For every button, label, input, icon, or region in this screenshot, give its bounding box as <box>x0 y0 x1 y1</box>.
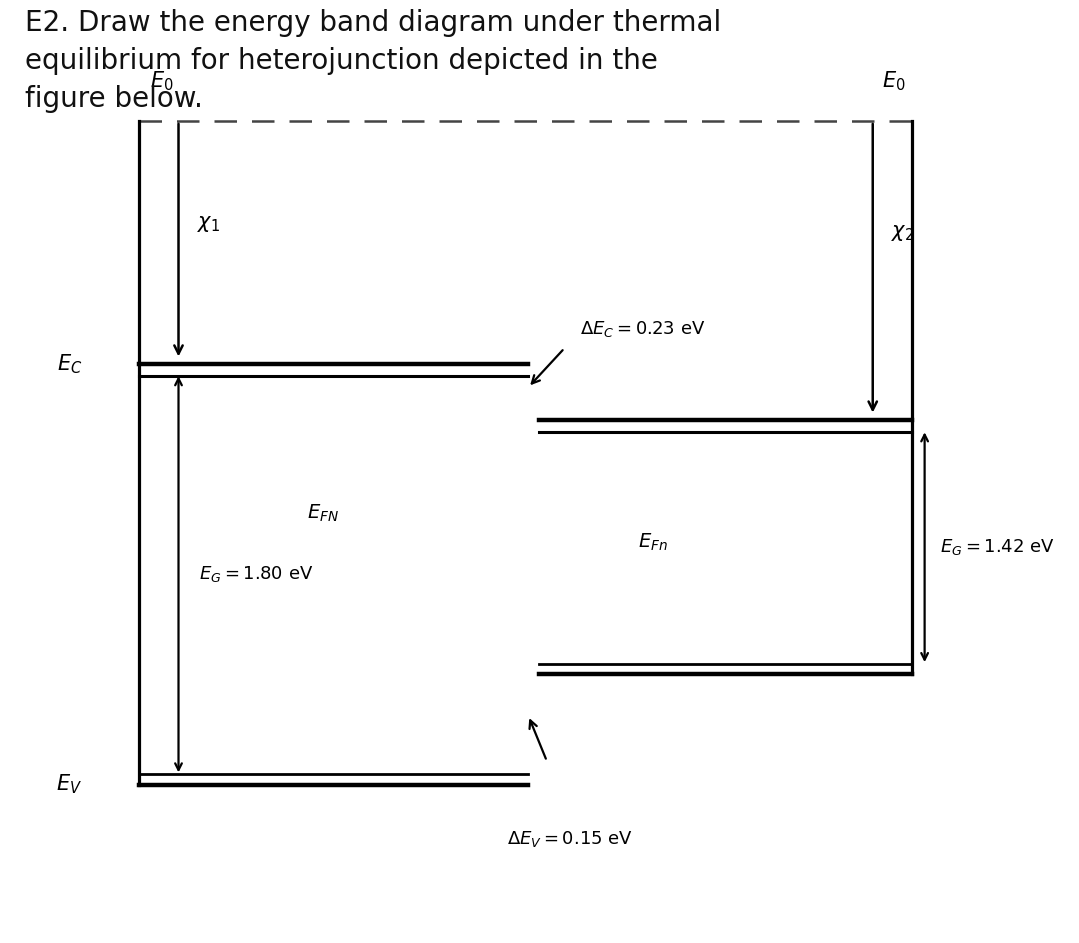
Text: $E_{Fn}$: $E_{Fn}$ <box>638 532 668 554</box>
Text: $\Delta E_C = 0.23\ \mathrm{eV}$: $\Delta E_C = 0.23\ \mathrm{eV}$ <box>581 319 706 339</box>
Text: E2. Draw the energy band diagram under thermal
equilibrium for heterojunction de: E2. Draw the energy band diagram under t… <box>25 8 721 112</box>
Text: $\chi_1$: $\chi_1$ <box>197 214 220 234</box>
Text: $E_V$: $E_V$ <box>56 773 82 797</box>
Text: $\Delta E_V = 0.15\ \mathrm{eV}$: $\Delta E_V = 0.15\ \mathrm{eV}$ <box>507 829 633 849</box>
Text: $E_{FN}$: $E_{FN}$ <box>308 503 339 524</box>
Text: $E_C$: $E_C$ <box>57 353 82 376</box>
Text: $E_0$: $E_0$ <box>882 70 905 93</box>
Text: $E_G = 1.42\ \mathrm{eV}$: $E_G = 1.42\ \mathrm{eV}$ <box>940 538 1055 557</box>
Text: $E_0$: $E_0$ <box>150 70 174 93</box>
Text: $\chi_2$: $\chi_2$ <box>891 223 915 243</box>
Text: $E_G = 1.80\ \mathrm{eV}$: $E_G = 1.80\ \mathrm{eV}$ <box>200 564 314 585</box>
